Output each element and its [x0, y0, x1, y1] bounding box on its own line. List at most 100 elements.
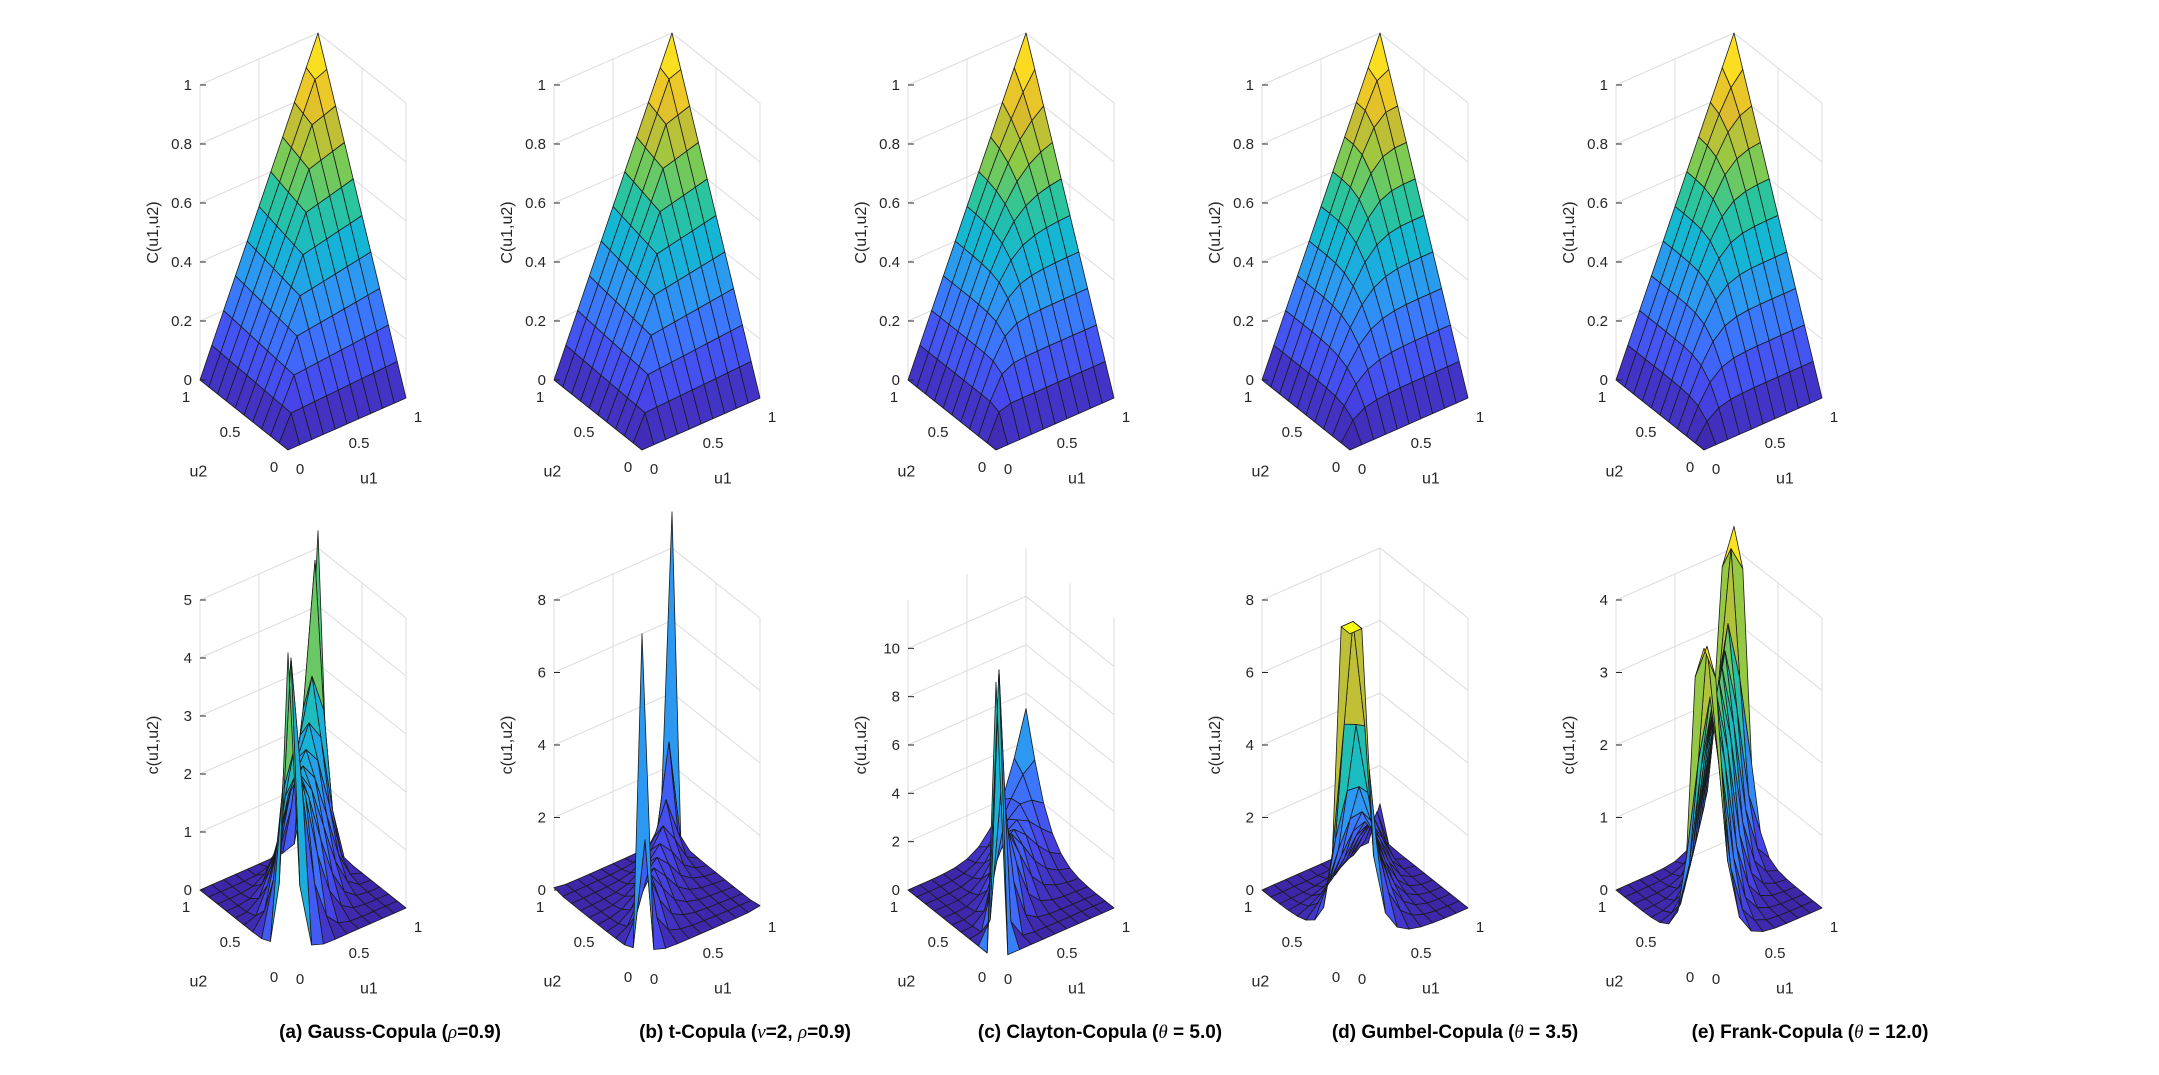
caption-b: (b) t-Copula (ν=2, ρ=0.9) — [639, 1022, 851, 1043]
u1-tick-label: 0 — [650, 971, 658, 988]
u2-axis-label: u2 — [1606, 464, 1624, 481]
u1-axis-label: u1 — [1776, 470, 1794, 487]
u1-tick-label: 1 — [414, 409, 422, 426]
z-tick-label: 8 — [1246, 592, 1254, 609]
z-tick-label: 2 — [184, 766, 192, 783]
u1-tick-label: 0.5 — [1411, 435, 1432, 452]
grid-line — [1261, 619, 1469, 691]
z-tick-label: 0.4 — [1587, 254, 1608, 271]
u1-tick-label: 0 — [296, 461, 304, 478]
u2-axis-label: u2 — [898, 464, 916, 481]
u1-axis-label: u1 — [1068, 470, 1086, 487]
z-tick-label: 3 — [1600, 665, 1608, 682]
u1-tick-label: 1 — [414, 919, 422, 936]
z-tick-label: 8 — [892, 689, 900, 706]
u2-tick-label: 1 — [890, 389, 898, 406]
u2-tick-label: 1 — [182, 389, 190, 406]
z-tick-label: 0.6 — [1587, 195, 1608, 212]
z-tick-label: 2 — [892, 834, 900, 851]
u1-tick-label: 0.5 — [1765, 435, 1786, 452]
u2-tick-label: 0.5 — [928, 934, 949, 951]
z-tick-label: 2 — [538, 810, 546, 827]
u1-axis-label: u1 — [1422, 980, 1440, 997]
pdf-panel-clayton: 0 2 4 6 8 10 c(u1,u2) 0 0.5 1 u1 0 0.5 1 u2 — [853, 548, 1130, 997]
grid-line — [553, 764, 761, 836]
u2-tick-label: 0.5 — [220, 424, 241, 441]
z-tick-label: 1 — [1600, 810, 1608, 827]
u2-axis-label: u2 — [544, 974, 562, 991]
z-tick-label: 0 — [1600, 882, 1608, 899]
z-tick-label: 6 — [538, 665, 546, 682]
z-tick-label: 0 — [1246, 372, 1254, 389]
surface-patch — [278, 652, 301, 887]
u2-axis-label: u2 — [190, 974, 208, 991]
z-tick-label: 0.8 — [525, 136, 546, 153]
surface-patch — [278, 412, 301, 451]
z-tick-label: 4 — [1600, 592, 1608, 609]
z-tick-label: 1 — [1246, 77, 1254, 94]
u2-tick-label: 0.5 — [928, 424, 949, 441]
u2-tick-label: 0 — [270, 969, 278, 986]
cdf-panel-clayton: 0 0.2 0.4 0.6 0.8 1 C(u1,u2) 0 0.5 1 u1 0 0.5 1 u2 — [853, 32, 1130, 487]
z-tick-label: 1 — [892, 77, 900, 94]
u1-tick-label: 0.5 — [1411, 945, 1432, 962]
u1-axis-label: u1 — [714, 980, 732, 997]
z-tick-label: 4 — [892, 785, 900, 802]
u1-tick-label: 1 — [1122, 409, 1130, 426]
z-tick-label: 0.2 — [171, 313, 192, 330]
z-tick-label: 0 — [1246, 882, 1254, 899]
u1-tick-label: 1 — [1830, 919, 1838, 936]
z-tick-label: 1 — [184, 77, 192, 94]
z-tick-label: 1 — [1600, 77, 1608, 94]
z-axis-label: c(u1,u2) — [499, 716, 516, 775]
grid-line — [1615, 764, 1823, 836]
caption-a: (a) Gauss-Copula (ρ=0.9) — [279, 1022, 501, 1043]
pdf-panel-gumbel: 0 2 4 6 8 c(u1,u2) 0 0.5 1 u1 0 0.5 1 u2 — [1207, 547, 1484, 997]
u2-tick-label: 0.5 — [1282, 934, 1303, 951]
u2-axis-label: u2 — [1252, 464, 1270, 481]
grid-line — [1615, 547, 1823, 619]
surface-patch — [986, 411, 1009, 451]
z-tick-label: 0.4 — [525, 254, 546, 271]
z-tick-label: 0.2 — [879, 313, 900, 330]
surface-patch — [1694, 420, 1717, 451]
z-axis-label: C(u1,u2) — [1207, 201, 1224, 263]
u2-tick-label: 1 — [1598, 899, 1606, 916]
surface-patch — [986, 669, 1009, 956]
u2-tick-label: 0.5 — [574, 934, 595, 951]
pdf-panel-t: 0 2 4 6 8 c(u1,u2) 0 0.5 1 u1 0 0.5 1 u2 — [499, 511, 776, 997]
u2-tick-label: 0.5 — [220, 934, 241, 951]
u2-tick-label: 1 — [890, 899, 898, 916]
z-axis-label: c(u1,u2) — [853, 716, 870, 775]
u1-tick-label: 0.5 — [1057, 435, 1078, 452]
u2-axis-label: u2 — [190, 464, 208, 481]
u2-tick-label: 0 — [978, 459, 986, 476]
u1-tick-label: 1 — [1476, 409, 1484, 426]
z-tick-label: 0.4 — [1233, 254, 1254, 271]
z-tick-label: 0 — [184, 372, 192, 389]
grid-line — [1261, 764, 1469, 836]
z-tick-label: 0 — [1600, 372, 1608, 389]
surface-patch — [1340, 621, 1363, 635]
u1-tick-label: 1 — [768, 409, 776, 426]
u2-tick-label: 0.5 — [1636, 424, 1657, 441]
u1-tick-label: 0.5 — [703, 435, 724, 452]
z-tick-label: 0.8 — [879, 136, 900, 153]
z-tick-label: 4 — [538, 737, 546, 754]
u1-tick-label: 0.5 — [703, 945, 724, 962]
cdf-panel-gauss: 0 0.2 0.4 0.6 0.8 1 C(u1,u2) 0 0.5 1 u1 0 0.5 1 u2 — [145, 32, 422, 487]
grid-line — [553, 692, 761, 764]
u1-tick-label: 0 — [1004, 971, 1012, 988]
grid-line — [907, 595, 1115, 667]
u1-tick-label: 0 — [1004, 461, 1012, 478]
z-tick-label: 2 — [1600, 737, 1608, 754]
surface-patch — [1340, 419, 1363, 451]
z-tick-label: 0.8 — [171, 136, 192, 153]
z-tick-label: 2 — [1246, 810, 1254, 827]
z-axis-label: c(u1,u2) — [1561, 716, 1578, 775]
u1-axis-label: u1 — [360, 980, 378, 997]
z-axis-label: c(u1,u2) — [145, 716, 162, 775]
